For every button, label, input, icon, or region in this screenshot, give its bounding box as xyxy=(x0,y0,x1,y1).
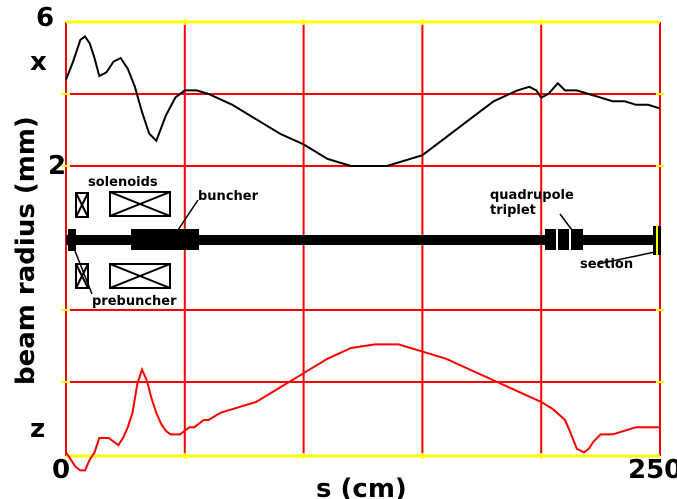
buncher-label: buncher xyxy=(198,189,259,204)
beamline-layout xyxy=(66,191,661,295)
series-line-z xyxy=(65,343,660,472)
y-tick-top: 6 xyxy=(36,3,54,33)
y-tick-mid: 2 xyxy=(48,151,66,181)
annotation-leaders xyxy=(74,199,656,295)
z-trace-marker: z xyxy=(30,414,45,444)
solenoid-boxes xyxy=(75,191,171,289)
x-trace-marker: x xyxy=(30,47,47,77)
prebuncher-cavity-left-end xyxy=(68,229,76,251)
section-label: section xyxy=(580,257,633,272)
triplet-label: triplet xyxy=(490,203,536,218)
beamline-bar xyxy=(66,235,660,245)
quadrupole-triplet-block xyxy=(545,229,583,250)
x-tick-end: 250 xyxy=(628,455,677,485)
series-line-x xyxy=(65,34,661,167)
quadrupole-label: quadrupole xyxy=(490,188,574,203)
buncher-section xyxy=(131,229,199,250)
x-tick-start: 0 xyxy=(52,455,70,485)
prebuncher-label: prebuncher xyxy=(92,294,177,309)
solenoids-label: solenoids xyxy=(88,175,158,190)
y-axis-label: beam radius (mm) xyxy=(11,116,41,385)
x-axis-label: s (cm) xyxy=(316,474,407,499)
